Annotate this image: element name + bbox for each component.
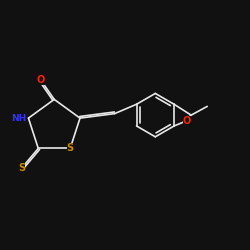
Text: O: O: [36, 75, 45, 85]
Text: S: S: [66, 144, 74, 154]
Text: NH: NH: [11, 114, 26, 123]
Text: O: O: [183, 116, 191, 126]
Text: S: S: [18, 163, 25, 173]
